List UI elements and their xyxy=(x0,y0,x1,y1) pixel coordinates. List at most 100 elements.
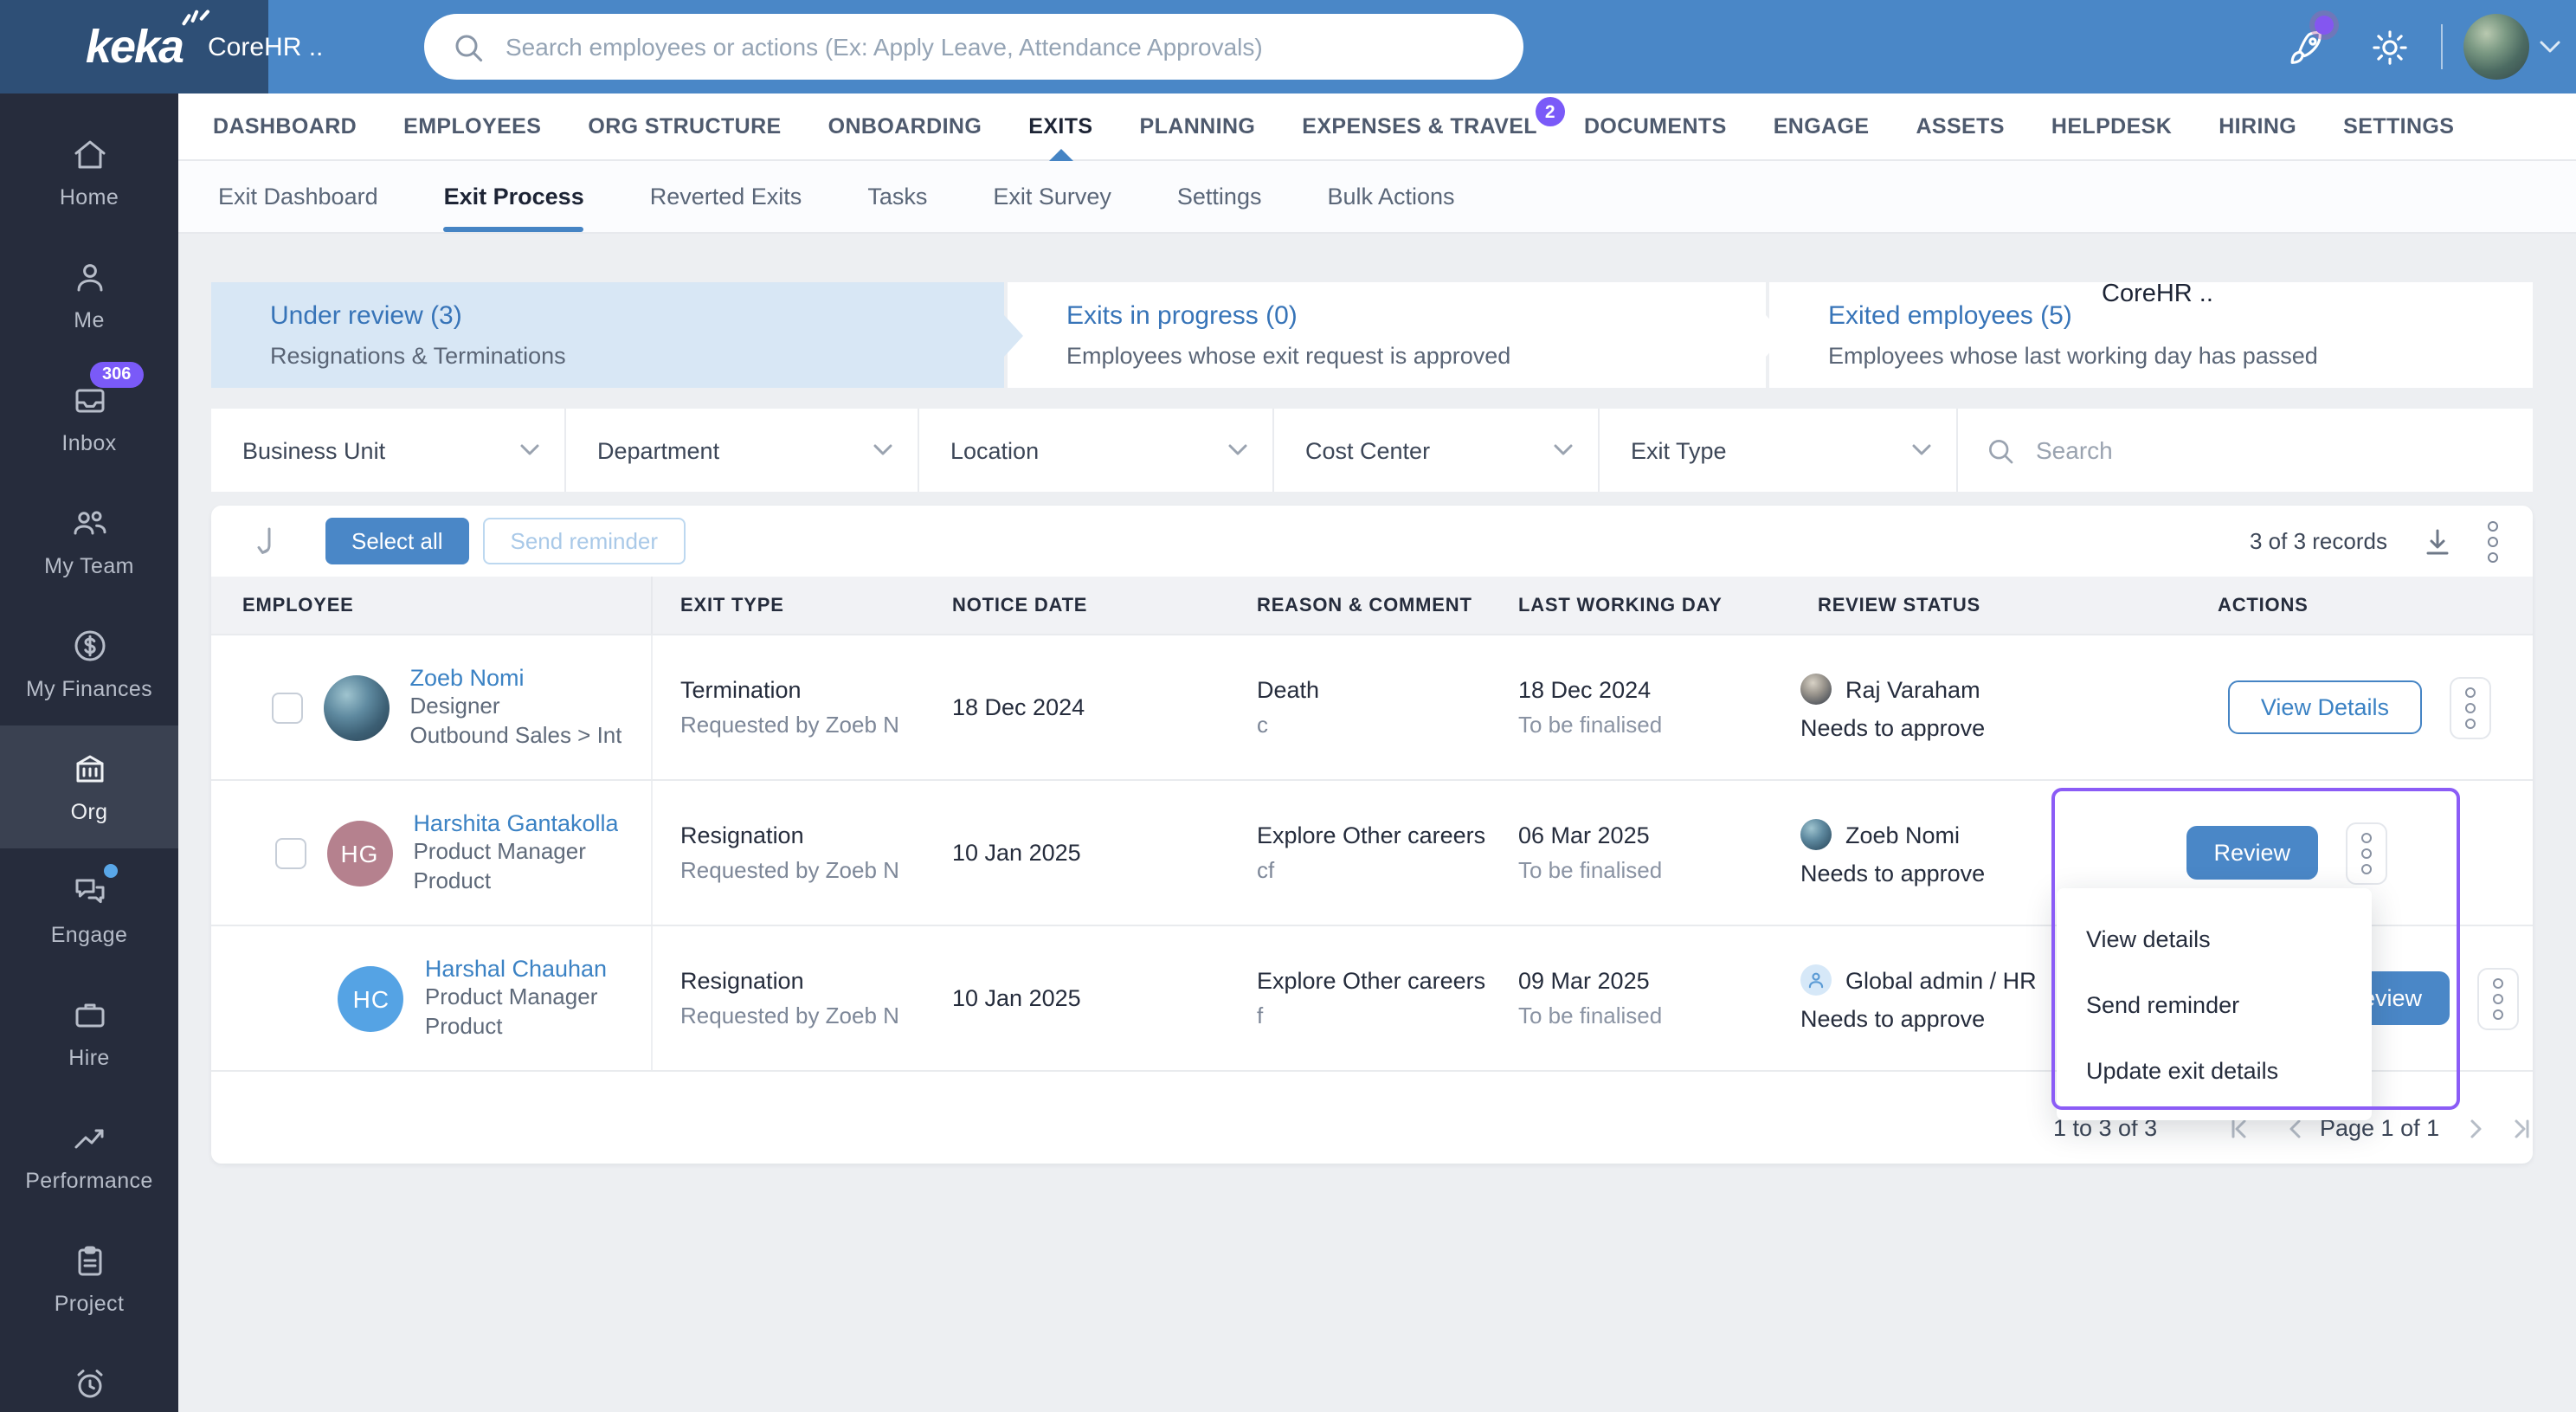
filter-cost-center[interactable]: Cost Center xyxy=(1274,409,1600,492)
chevron-down-icon xyxy=(1554,444,1573,455)
sidebar-item-home[interactable]: Home xyxy=(0,111,178,234)
subtab-settings[interactable]: Settings xyxy=(1176,184,1262,210)
table-more-icon[interactable] xyxy=(2488,520,2498,562)
employee-name-link[interactable]: Harshita Gantakolla xyxy=(413,810,619,836)
review-button[interactable]: Review xyxy=(2186,826,2318,880)
keka-logo-text: keka xyxy=(85,20,184,72)
subtab-reverted-exits[interactable]: Reverted Exits xyxy=(649,184,802,210)
subtab-tasks[interactable]: Tasks xyxy=(867,184,928,210)
select-all-button[interactable]: Select all xyxy=(325,518,469,564)
tab-engage[interactable]: ENGAGE xyxy=(1773,114,1870,139)
column-header-review-status[interactable]: REVIEW STATUS xyxy=(1818,595,1981,616)
column-header-employee[interactable]: EMPLOYEE xyxy=(211,577,653,634)
tab-exits[interactable]: EXITS xyxy=(1028,93,1092,161)
gear-icon[interactable] xyxy=(2368,26,2412,69)
subtab-exit-process[interactable]: Exit Process xyxy=(443,161,584,232)
global-search-input[interactable] xyxy=(502,31,1510,62)
sidebar-item-org[interactable]: Org xyxy=(0,725,178,848)
tab-helpdesk[interactable]: HELPDESK xyxy=(2051,114,2173,139)
view-details-button[interactable]: View Details xyxy=(2227,680,2422,734)
column-header-last-working-day[interactable]: LAST WORKING DAY xyxy=(1518,595,1723,616)
filter-exit-type[interactable]: Exit Type xyxy=(1600,409,1958,492)
reviewer-name: Raj Varaham xyxy=(1845,676,1980,702)
subtab-exit-survey[interactable]: Exit Survey xyxy=(993,184,1111,210)
subtab-bulk-actions[interactable]: Bulk Actions xyxy=(1327,184,1455,210)
sidebar-item-performance[interactable]: Performance xyxy=(0,1094,178,1217)
column-header-reason[interactable]: REASON & COMMENT xyxy=(1257,595,1472,616)
filter-label: Exit Type xyxy=(1631,437,1727,463)
tab-documents[interactable]: DOCUMENTS xyxy=(1583,114,1727,139)
sidebar-item-me[interactable]: Me xyxy=(0,234,178,357)
stage-exits-in-progress[interactable]: Exits in progress (0) Employees whose ex… xyxy=(1008,282,1766,388)
row-more-icon[interactable] xyxy=(2477,967,2519,1029)
sort-icon[interactable] xyxy=(253,524,280,558)
tab-expenses-travel-label: EXPENSES & TRAVEL xyxy=(1302,114,1537,139)
user-avatar[interactable] xyxy=(2463,14,2529,80)
table-search[interactable] xyxy=(1958,409,2533,492)
search-icon xyxy=(1989,439,2013,463)
tab-expenses-travel[interactable]: EXPENSES & TRAVEL 2 xyxy=(1302,93,1565,159)
sidebar-label: Inbox xyxy=(61,431,117,455)
sidebar-item-my-finances[interactable]: My Finances xyxy=(0,603,178,725)
filter-label: Department xyxy=(597,437,720,463)
column-header-notice-date[interactable]: NOTICE DATE xyxy=(952,595,1088,616)
global-search[interactable] xyxy=(424,14,1523,80)
first-page-icon[interactable] xyxy=(2230,1119,2251,1139)
tab-settings[interactable]: SETTINGS xyxy=(2343,114,2455,139)
tab-employees[interactable]: EMPLOYEES xyxy=(403,114,542,139)
sidebar-label: My Team xyxy=(44,554,134,578)
tab-assets[interactable]: ASSETS xyxy=(1916,114,2005,139)
employee-title: Designer xyxy=(409,693,500,719)
filter-department[interactable]: Department xyxy=(566,409,919,492)
chevron-down-icon[interactable] xyxy=(2538,38,2562,55)
exit-stage-cards: Under review (3) Resignations & Terminat… xyxy=(211,282,2533,388)
exit-reason: Explore Other careers xyxy=(1257,968,1486,994)
alarm-clock-icon xyxy=(76,1370,102,1398)
sidebar-item-engage[interactable]: Engage xyxy=(0,848,178,971)
menu-item-send-reminder[interactable]: Send reminder xyxy=(2086,991,2240,1017)
filter-label: Location xyxy=(950,437,1040,463)
sidebar-item-hire[interactable]: Hire xyxy=(0,971,178,1094)
employee-name-link[interactable]: Harshal Chauhan xyxy=(424,956,608,982)
expenses-badge: 2 xyxy=(1535,97,1565,126)
row-checkbox[interactable] xyxy=(271,692,303,723)
last-page-icon[interactable] xyxy=(2510,1119,2531,1139)
next-page-icon[interactable] xyxy=(2465,1119,2486,1139)
logo-spark-icon xyxy=(181,9,209,25)
send-reminder-button[interactable]: Send reminder xyxy=(482,518,686,564)
performance-icon xyxy=(74,1129,103,1149)
menu-item-update-exit-details[interactable]: Update exit details xyxy=(2086,1057,2279,1083)
filter-business-unit[interactable]: Business Unit xyxy=(211,409,566,492)
sidebar-item-inbox[interactable]: Inbox 306 xyxy=(0,357,178,480)
row-more-icon[interactable] xyxy=(2346,822,2387,884)
table-search-input[interactable] xyxy=(2032,435,2505,466)
tab-dashboard[interactable]: DASHBOARD xyxy=(213,114,357,139)
product-switcher[interactable]: CoreHR .. xyxy=(208,32,324,61)
requested-by: Requested by Zoeb N xyxy=(680,1003,899,1028)
column-header-exit-type[interactable]: EXIT TYPE xyxy=(680,595,784,616)
row-checkbox[interactable] xyxy=(274,837,306,868)
sidebar-item-time-attend[interactable]: Time Attend xyxy=(0,1340,178,1412)
notice-date: 10 Jan 2025 xyxy=(952,985,1081,1011)
table-row: Zoeb Nomi Designer Outbound Sales > Int … xyxy=(211,634,2533,779)
tab-planning[interactable]: PLANNING xyxy=(1139,114,1256,139)
exits-subnav: Exit Dashboard Exit Process Reverted Exi… xyxy=(0,161,2576,234)
stage-desc: Employees whose exit request is approved xyxy=(1066,343,1511,369)
sidebar-item-project[interactable]: Project xyxy=(0,1217,178,1340)
row-actions-context-menu: View details Send reminder Update exit d… xyxy=(2057,888,2372,1120)
row-more-icon[interactable] xyxy=(2450,676,2491,738)
keka-logo[interactable]: keka xyxy=(0,0,268,93)
tab-org-structure[interactable]: ORG STRUCTURE xyxy=(588,114,782,139)
prev-page-icon[interactable] xyxy=(2285,1119,2306,1139)
download-icon[interactable] xyxy=(2422,525,2453,557)
tab-hiring[interactable]: HIRING xyxy=(2219,114,2297,139)
stage-under-review[interactable]: Under review (3) Resignations & Terminat… xyxy=(211,282,1004,388)
stage-exited-employees[interactable]: Exited employees (5) Employees whose las… xyxy=(1769,282,2533,388)
filter-location[interactable]: Location xyxy=(919,409,1274,492)
exit-reason: Death xyxy=(1257,677,1320,703)
sidebar-item-my-team[interactable]: My Team xyxy=(0,480,178,603)
menu-item-view-details[interactable]: View details xyxy=(2086,925,2211,951)
tab-onboarding[interactable]: ONBOARDING xyxy=(828,114,982,139)
employee-name-link[interactable]: Zoeb Nomi xyxy=(409,665,525,691)
subtab-exit-dashboard[interactable]: Exit Dashboard xyxy=(218,184,378,210)
